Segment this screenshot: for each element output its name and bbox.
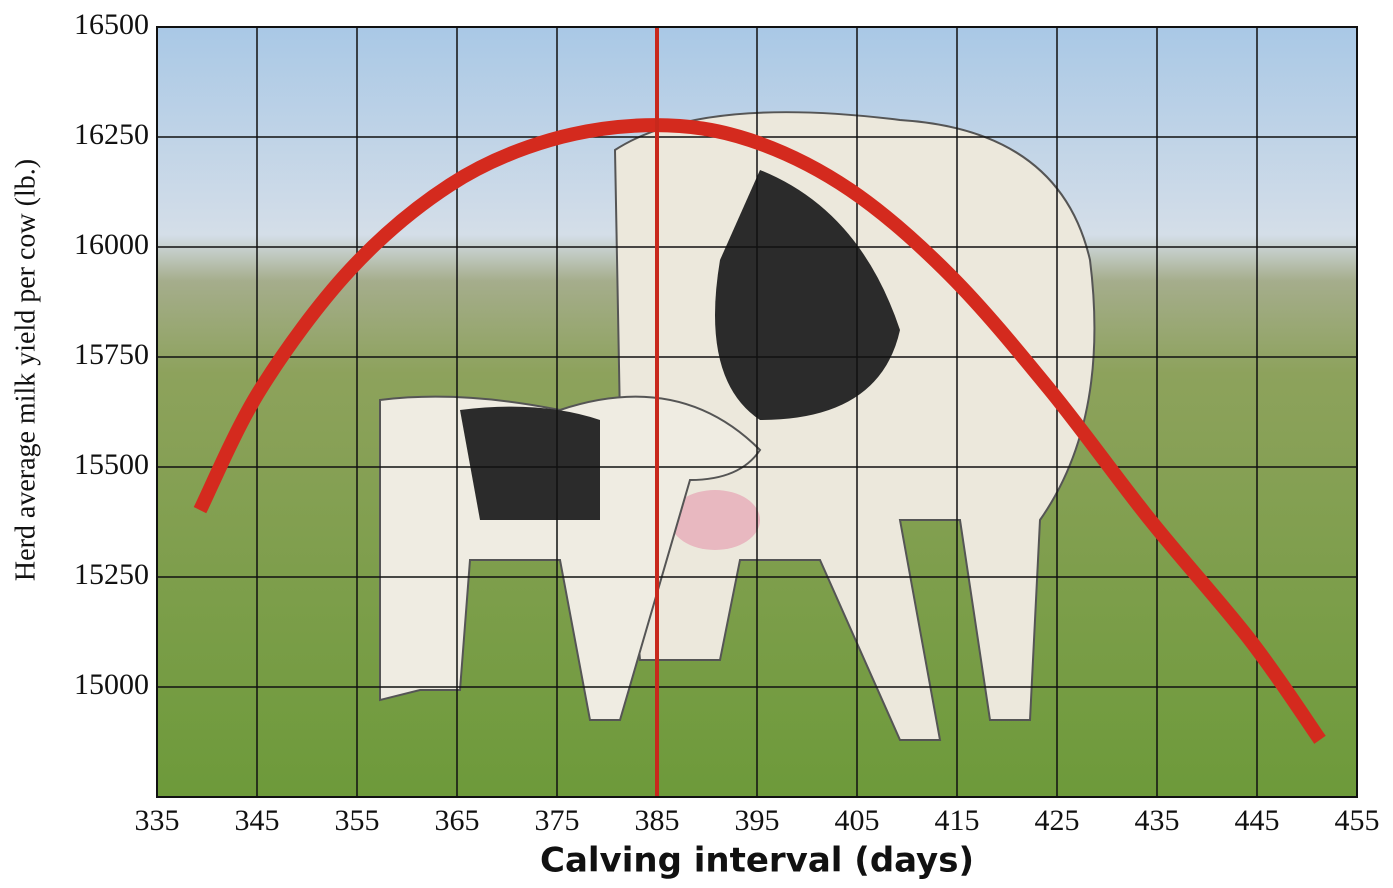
- y-tick-label: 15500: [74, 448, 149, 481]
- x-tick-label: 375: [535, 804, 580, 837]
- y-tick-label: 15000: [74, 668, 149, 701]
- x-tick-label: 365: [435, 804, 480, 837]
- x-tick-label: 345: [235, 804, 280, 837]
- chart: Calving interval (days) Herd average mil…: [0, 0, 1393, 888]
- x-tick-label: 415: [935, 804, 980, 837]
- x-tick-label: 385: [635, 804, 680, 837]
- y-tick-label: 16250: [74, 118, 149, 151]
- x-tick-label: 405: [835, 804, 880, 837]
- x-tick-label: 395: [735, 804, 780, 837]
- x-tick-label: 445: [1235, 804, 1280, 837]
- x-tick-label: 425: [1035, 804, 1080, 837]
- x-tick-label: 435: [1135, 804, 1180, 837]
- y-axis-label: Herd average milk yield per cow (lb.): [10, 159, 41, 581]
- x-tick-label: 455: [1335, 804, 1380, 837]
- x-tick-label: 355: [335, 804, 380, 837]
- y-tick-label: 15750: [74, 338, 149, 371]
- y-tick-label: 16500: [74, 8, 149, 41]
- y-tick-label: 16000: [74, 228, 149, 261]
- x-axis-label: Calving interval (days): [540, 841, 974, 881]
- x-tick-label: 335: [135, 804, 180, 837]
- y-tick-label: 15250: [74, 558, 149, 591]
